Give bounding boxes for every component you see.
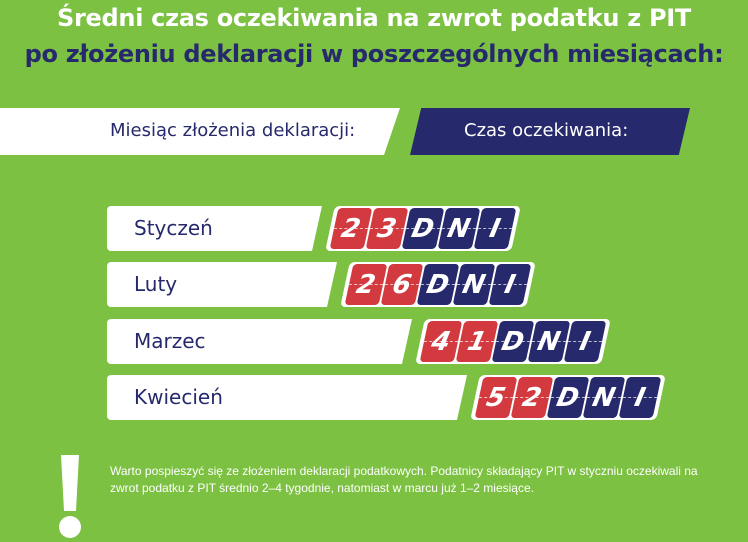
header-wait-time-label: Czas oczekiwania: xyxy=(464,120,629,141)
title-line-1: Średni czas oczekiwania na zwrot podatku… xyxy=(57,4,691,32)
bar: Styczeń xyxy=(107,206,322,251)
header-month: Miesiąc złożenia deklaracji: xyxy=(0,108,400,155)
header-wait-time: Czas oczekiwania: xyxy=(410,108,690,155)
bar: Kwiecień xyxy=(107,375,467,420)
category-label: Styczeń xyxy=(134,216,213,240)
note-text: Warto pospieszyć się ze złożeniem deklar… xyxy=(110,464,698,495)
unit-letter-tile: I xyxy=(473,208,517,249)
category-label: Marzec xyxy=(134,329,206,353)
bar: Marzec xyxy=(107,319,412,364)
category-label: Kwiecień xyxy=(134,385,223,409)
bar: Luty xyxy=(107,262,337,307)
unit-letter-tile: I xyxy=(618,377,662,418)
category-label: Luty xyxy=(134,272,178,296)
exclamation-icon xyxy=(59,455,81,538)
title-line-2: po złożeniu deklaracji w poszczególnych … xyxy=(24,40,724,68)
unit-letter-tile: I xyxy=(563,321,607,362)
header-month-label: Miesiąc złożenia deklaracji: xyxy=(110,120,356,141)
unit-letter-tile: I xyxy=(488,264,532,305)
